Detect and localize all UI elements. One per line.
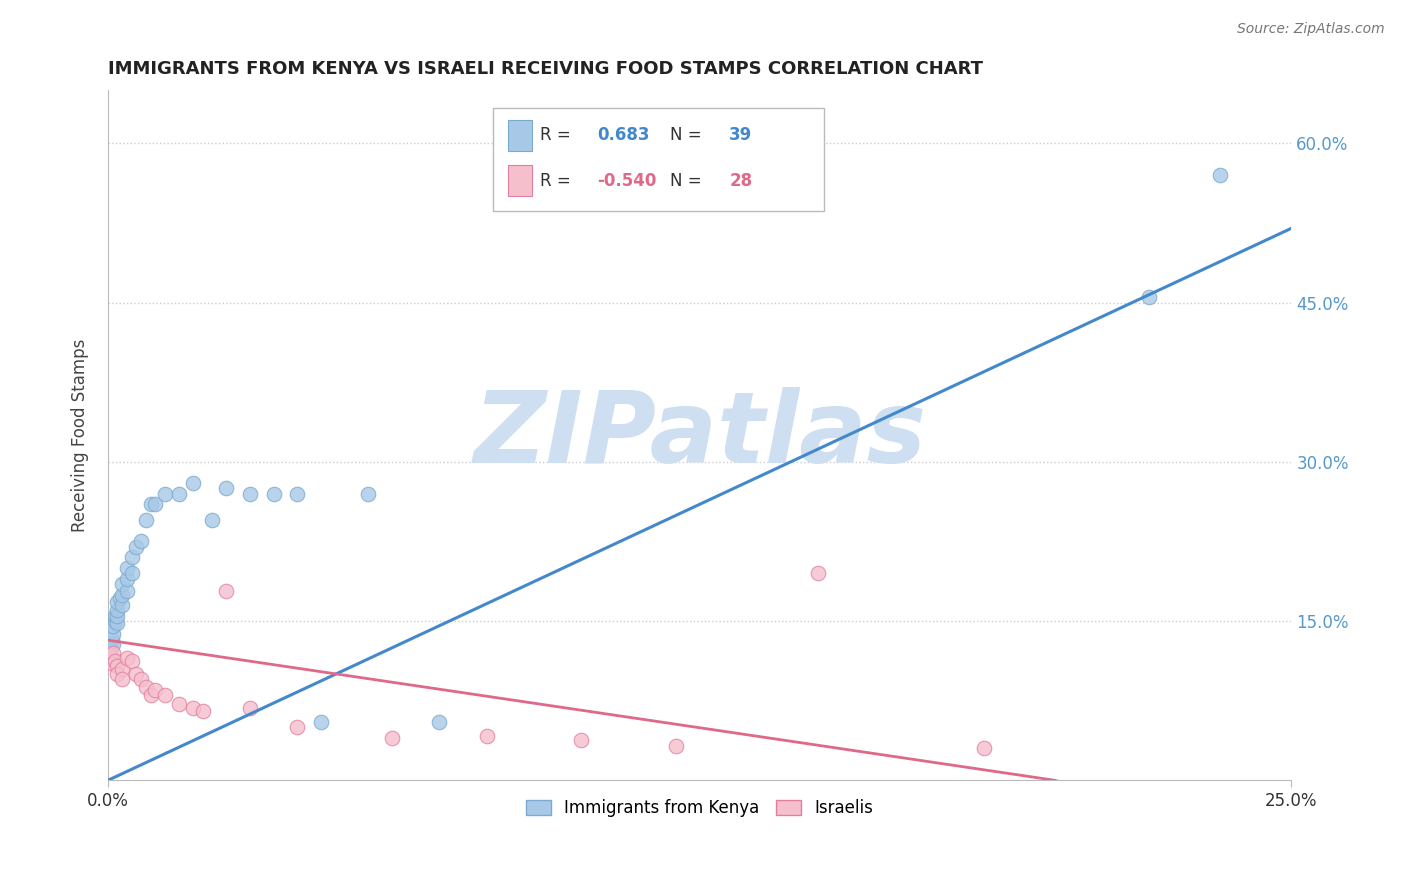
Point [111,598,134,612]
Text: 28: 28 [730,171,752,189]
Point [101,619,124,633]
Point [263,486,285,500]
Point [285,720,308,734]
Point [98,648,121,662]
FancyBboxPatch shape [492,108,824,211]
Point [569,733,592,747]
Point [108,591,131,605]
Y-axis label: Receiving Food Stamps: Receiving Food Stamps [72,339,89,532]
Point [129,534,152,549]
Point [135,513,157,527]
Point [115,651,138,665]
Point [101,646,124,660]
Point [111,588,134,602]
Text: R =: R = [540,171,576,189]
Point [499,184,522,198]
Point [143,497,166,511]
Text: N =: N = [671,171,707,189]
Point [665,739,688,754]
Point [309,714,332,729]
Point [115,584,138,599]
Point [104,608,127,623]
Point [285,486,308,500]
Point [357,486,380,500]
Point [101,637,124,651]
Point [107,608,129,623]
Point [239,486,262,500]
Point [115,561,138,575]
Point [181,701,204,715]
Point [153,486,176,500]
Point [115,572,138,586]
Point [125,667,148,681]
Point [427,714,450,729]
Point [807,566,830,581]
Text: Source: ZipAtlas.com: Source: ZipAtlas.com [1237,22,1385,37]
Point [167,486,190,500]
Text: IMMIGRANTS FROM KENYA VS ISRAELI RECEIVING FOOD STAMPS CORRELATION CHART: IMMIGRANTS FROM KENYA VS ISRAELI RECEIVI… [108,60,983,78]
Point [98,640,121,655]
Point [973,741,995,756]
Point [125,540,148,554]
Point [1209,168,1232,182]
Text: 0.683: 0.683 [596,126,650,145]
Point [215,481,238,495]
Point [104,654,127,668]
Point [111,577,134,591]
Point [111,662,134,676]
Point [381,731,404,745]
Point [143,683,166,698]
Point [215,584,238,599]
Point [129,673,152,687]
Point [181,476,204,491]
Point [107,595,129,609]
Point [475,729,498,743]
Point [101,657,124,671]
Point [191,704,214,718]
Point [121,566,143,581]
Point [139,497,162,511]
Point [101,633,124,648]
Point [239,701,262,715]
Point [111,673,134,687]
Point [104,614,127,628]
Bar [508,120,531,151]
Point [121,654,143,668]
Point [107,658,129,673]
Text: 39: 39 [730,126,752,145]
Point [167,697,190,711]
Point [153,689,176,703]
Text: N =: N = [671,126,707,145]
Text: R =: R = [540,126,576,145]
Point [107,616,129,631]
Point [135,680,157,694]
Text: -0.540: -0.540 [596,171,657,189]
Point [107,603,129,617]
Point [121,550,143,565]
Point [107,667,129,681]
Point [101,627,124,641]
Point [1139,290,1161,304]
Point [139,689,162,703]
Point [201,513,224,527]
Legend: Immigrants from Kenya, Israelis: Immigrants from Kenya, Israelis [519,792,880,823]
Bar [508,165,531,196]
Text: ZIPatlas: ZIPatlas [474,387,927,483]
